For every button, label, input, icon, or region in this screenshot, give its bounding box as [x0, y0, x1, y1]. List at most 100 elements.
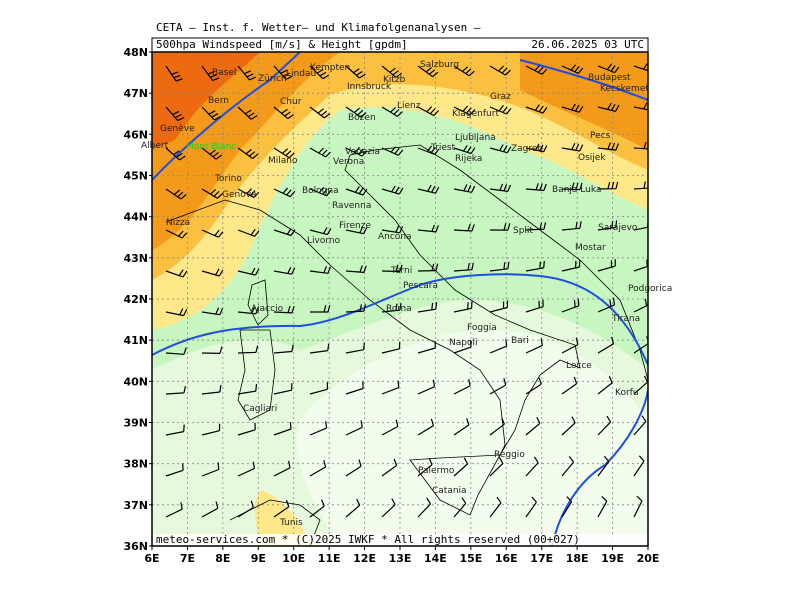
longitude-label: 17E [530, 552, 553, 565]
longitude-label: 20E [637, 552, 660, 565]
wind-barb [237, 422, 256, 436]
height-contours [152, 52, 648, 546]
wind-barb [417, 379, 436, 395]
wind-barb [273, 106, 294, 120]
place-label: Genève [160, 123, 195, 134]
wind-barb [525, 260, 545, 272]
place-label: Salzburg [420, 60, 459, 70]
wind-barb [453, 340, 472, 354]
coastline [165, 144, 648, 546]
wind-barb [165, 147, 186, 161]
wind-barb [381, 65, 403, 78]
wind-barb [345, 186, 368, 196]
wind-barb [201, 188, 223, 199]
wind-barb [201, 268, 224, 277]
place-label: Zagreb [511, 144, 543, 154]
wind-barb [633, 63, 648, 72]
place-label: Milano [268, 156, 298, 166]
place-label: Graz [490, 92, 511, 102]
wind-barb [417, 65, 439, 78]
place-label: Osijek [578, 153, 606, 163]
wind-barb [381, 264, 403, 273]
wind-barb [201, 385, 222, 395]
wind-barb [310, 305, 331, 313]
wind-barb [489, 223, 511, 231]
wind-barb [201, 307, 224, 316]
wind-barb [237, 306, 259, 315]
wind-barb [345, 265, 367, 273]
longitude-label: 12E [353, 552, 376, 565]
wind-barb [633, 141, 648, 150]
wind-barb [525, 104, 548, 114]
wind-barb [201, 423, 221, 436]
wind-barb [489, 457, 504, 477]
wind-barb [561, 456, 574, 477]
wind-barb [381, 419, 399, 436]
wind-barb [417, 418, 434, 436]
wind-barb [417, 184, 440, 194]
wind-barb [165, 269, 188, 278]
map-title: 500hpa Windspeed [m/s] & Height [gpdm] [156, 38, 408, 51]
wind-barb [381, 225, 404, 234]
wind-barb [381, 106, 403, 117]
wind-barb [417, 145, 440, 156]
latitude-label: 46N [123, 128, 148, 141]
wind-barb [309, 227, 332, 236]
place-label: Bari [511, 336, 529, 346]
wind-barb [345, 342, 365, 354]
wind-barb [309, 186, 332, 197]
place-label: Tirana [611, 314, 640, 324]
wind-barb [453, 378, 471, 395]
wind-barb [201, 106, 221, 121]
wind-barb [309, 65, 330, 80]
place-label: Pescara [403, 281, 438, 291]
place-label: Pecs [590, 131, 611, 141]
place-label: Korfu [615, 388, 639, 398]
wind-barb [309, 343, 330, 354]
wind-barb [381, 341, 401, 354]
wind-barb [165, 347, 187, 355]
latitude-label: 41N [123, 334, 148, 347]
place-label: Chur [280, 97, 302, 107]
wind-barb [561, 298, 580, 313]
wind-barb [165, 106, 185, 122]
wind-barb [489, 300, 509, 313]
wind-barb [597, 495, 608, 518]
wind-barb [525, 143, 548, 153]
place-label: Venezia [345, 147, 380, 157]
wind-barb [561, 337, 579, 354]
wind-barb [381, 380, 400, 395]
longitude-label: 7E [180, 552, 195, 565]
place-label: Ancona [378, 232, 412, 242]
wind-barb [561, 103, 584, 113]
wind-barb [381, 185, 404, 195]
wind-barb [273, 187, 296, 198]
wind-barb [453, 301, 473, 313]
wind-barb [453, 184, 476, 193]
wind-barb [525, 456, 539, 477]
place-label: Ravenna [332, 201, 371, 211]
wind-barb [273, 500, 290, 518]
wind-barb [237, 345, 259, 354]
wind-barb [345, 106, 367, 118]
wind-barb [453, 497, 467, 518]
place-label: Albert [141, 141, 169, 151]
place-label: Verona [333, 157, 364, 167]
wind-barb [237, 500, 254, 518]
place-label: Terni [390, 266, 412, 276]
place-label: Catania [432, 486, 467, 496]
wind-barb [417, 106, 440, 117]
wind-barb [561, 182, 583, 191]
latitude-label: 37N [123, 499, 148, 512]
longitude-label: 15E [459, 552, 482, 565]
wind-barb [165, 308, 188, 317]
longitude-label: 13E [389, 552, 412, 565]
wind-barb [165, 385, 186, 395]
wind-barb [561, 416, 576, 436]
longitude-label: 11E [318, 552, 341, 565]
place-label: Kempten [310, 63, 350, 73]
place-label: Roma [386, 304, 412, 314]
wind-barb [273, 147, 295, 159]
wind-barb [633, 415, 647, 436]
